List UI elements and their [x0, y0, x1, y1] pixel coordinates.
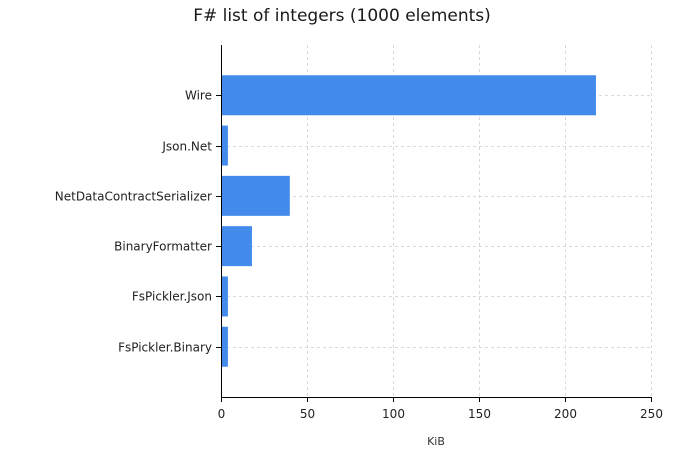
- x-axis-title: KiB: [427, 435, 445, 448]
- bar: [221, 226, 252, 267]
- x-tick-label: 150: [468, 407, 491, 421]
- category-label: Json.Net: [161, 140, 212, 154]
- category-label: BinaryFormatter: [114, 240, 212, 254]
- chart-title: F# list of integers (1000 elements): [193, 6, 491, 26]
- x-tick-label: 100: [382, 407, 405, 421]
- bar: [221, 276, 228, 317]
- category-label: FsPickler.Json: [132, 290, 212, 304]
- bar: [221, 125, 228, 166]
- x-tick-label: 50: [300, 407, 315, 421]
- x-tick-label: 200: [554, 407, 577, 421]
- bar: [221, 326, 228, 367]
- category-label: Wire: [185, 89, 212, 103]
- category-label: FsPickler.Binary: [118, 341, 212, 355]
- category-label: NetDataContractSerializer: [55, 190, 212, 204]
- x-tick-label: 250: [640, 407, 663, 421]
- bar: [221, 175, 290, 216]
- bar: [221, 75, 596, 116]
- x-tick-label: 0: [218, 407, 226, 421]
